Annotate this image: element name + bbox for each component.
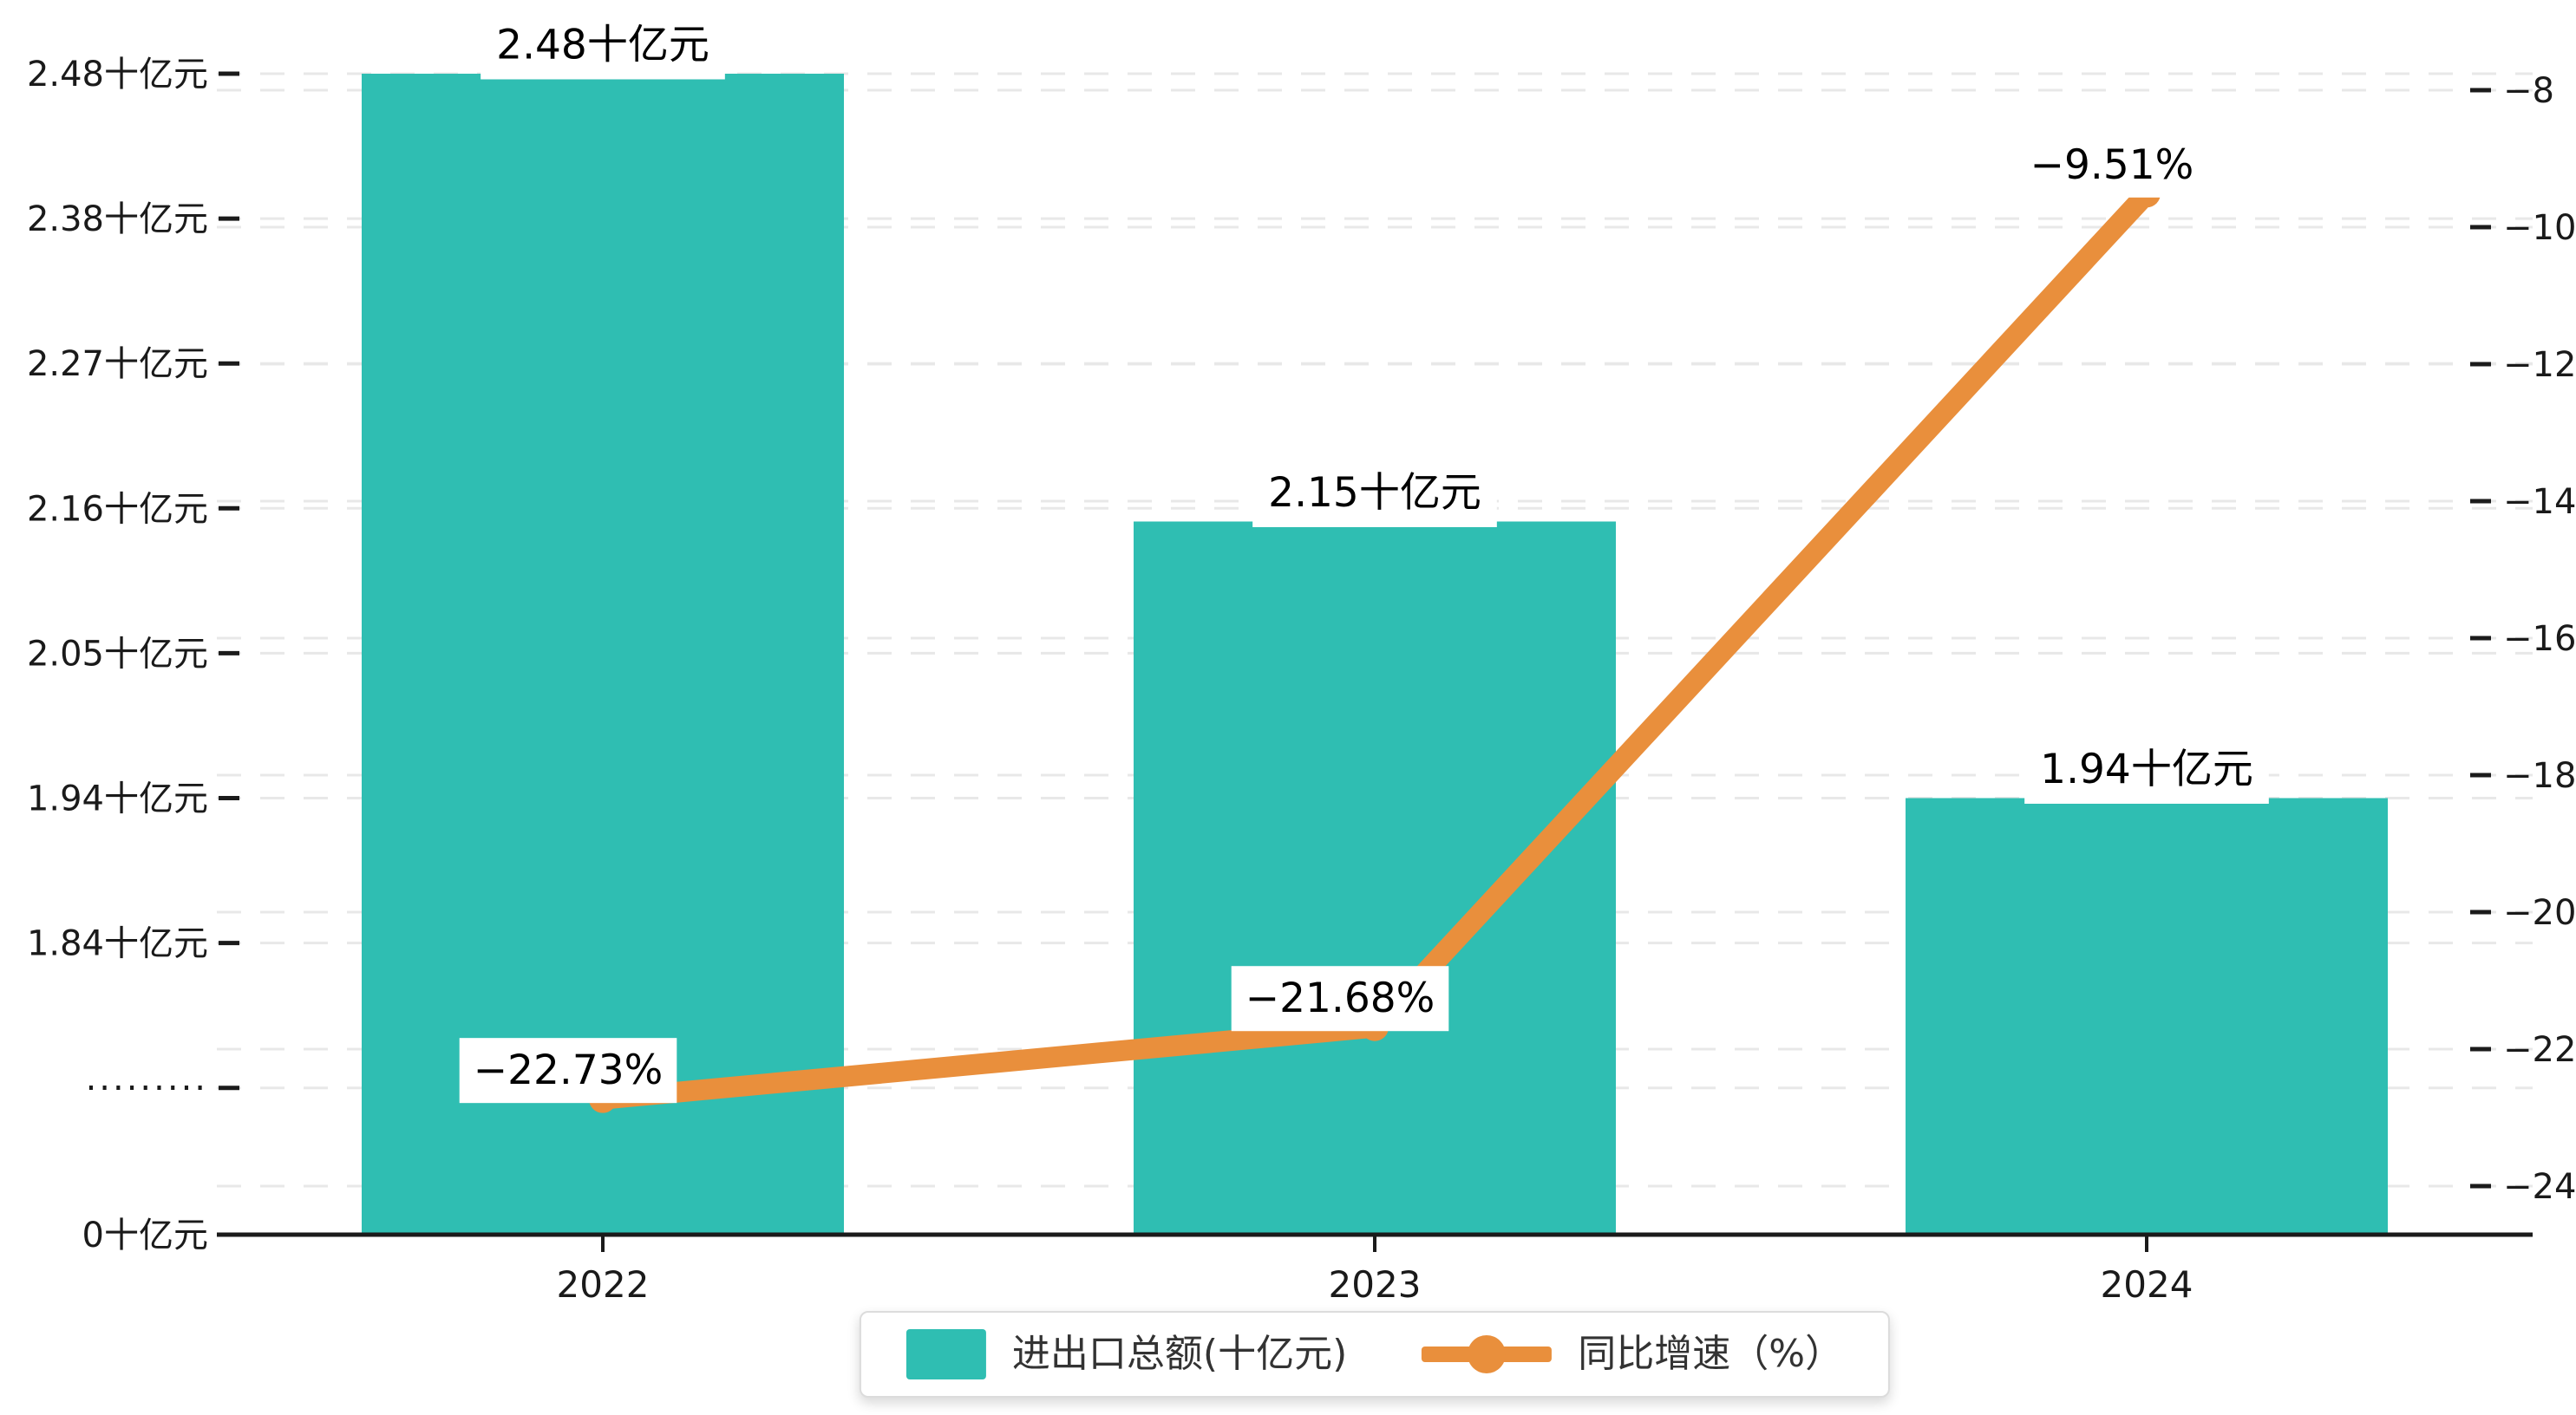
line-label-2024-bg [2016,132,2208,198]
bar-2023[interactable] [1134,521,1616,1235]
line-label-2022-bg [459,1038,677,1104]
right-axis-label: −12 [2503,345,2576,385]
left-axis-label: 2.27十亿元 [27,344,208,384]
left-axis-label: 2.16十亿元 [27,489,208,529]
right-axis-label: −22 [2503,1030,2576,1070]
x-tick-label-2022: 2022 [557,1263,650,1306]
line-dot-icon [1468,1335,1507,1373]
bar-label-2024: 1.94十亿元 [2040,746,2253,793]
left-axis-label: 1.84十亿元 [27,924,208,964]
right-axis-label: −14 [2503,482,2576,522]
bar-label-2023-bg [1252,458,1497,527]
x-tick-label-2023: 2023 [1329,1263,1422,1306]
right-axis-label: −8 [2503,71,2554,111]
bar-label-2022-bg [481,10,725,80]
legend-bar-label: 进出口总额(十亿元) [1011,1332,1348,1376]
line-label-2023: −21.68% [1246,975,1435,1022]
bar-label-2023: 2.15十亿元 [1268,469,1481,517]
right-axis-label: −16 [2503,619,2576,659]
left-axis-label: 1.94十亿元 [27,779,208,819]
legend: 进出口总额(十亿元) 同比增速（%） [859,1311,1891,1398]
legend-item-bar-series[interactable]: 进出口总额(十亿元) [906,1329,1347,1379]
bar-label-2024-bg [2024,735,2269,804]
left-axis-label: 0十亿元 [82,1216,208,1255]
bar-swatch-icon [906,1329,986,1379]
left-axis-label: 2.38十亿元 [27,199,208,239]
x-tick-label-2024: 2024 [2101,1263,2194,1306]
line-label-2023-bg [1231,966,1449,1032]
right-axis-label: −10 [2503,208,2576,248]
bar-label-2022: 2.48十亿元 [496,22,709,69]
right-axis-label: −18 [2503,756,2576,796]
left-axis-label: ········· [86,1069,208,1109]
line-label-2022: −22.73% [474,1047,664,1094]
right-axis-label: −24 [2503,1167,2576,1207]
bar-2024[interactable] [1906,798,2388,1236]
left-axis-label: 2.48十亿元 [27,55,208,95]
legend-item-line-series[interactable]: 同比增速（%） [1422,1335,1843,1373]
line-label-2024: −9.51% [2030,141,2194,189]
line-swatch-icon [1422,1335,1553,1373]
right-axis-label: −20 [2503,893,2576,933]
left-axis-label: 2.05十亿元 [27,634,208,674]
legend-line-label: 同比增速（%） [1578,1332,1844,1376]
